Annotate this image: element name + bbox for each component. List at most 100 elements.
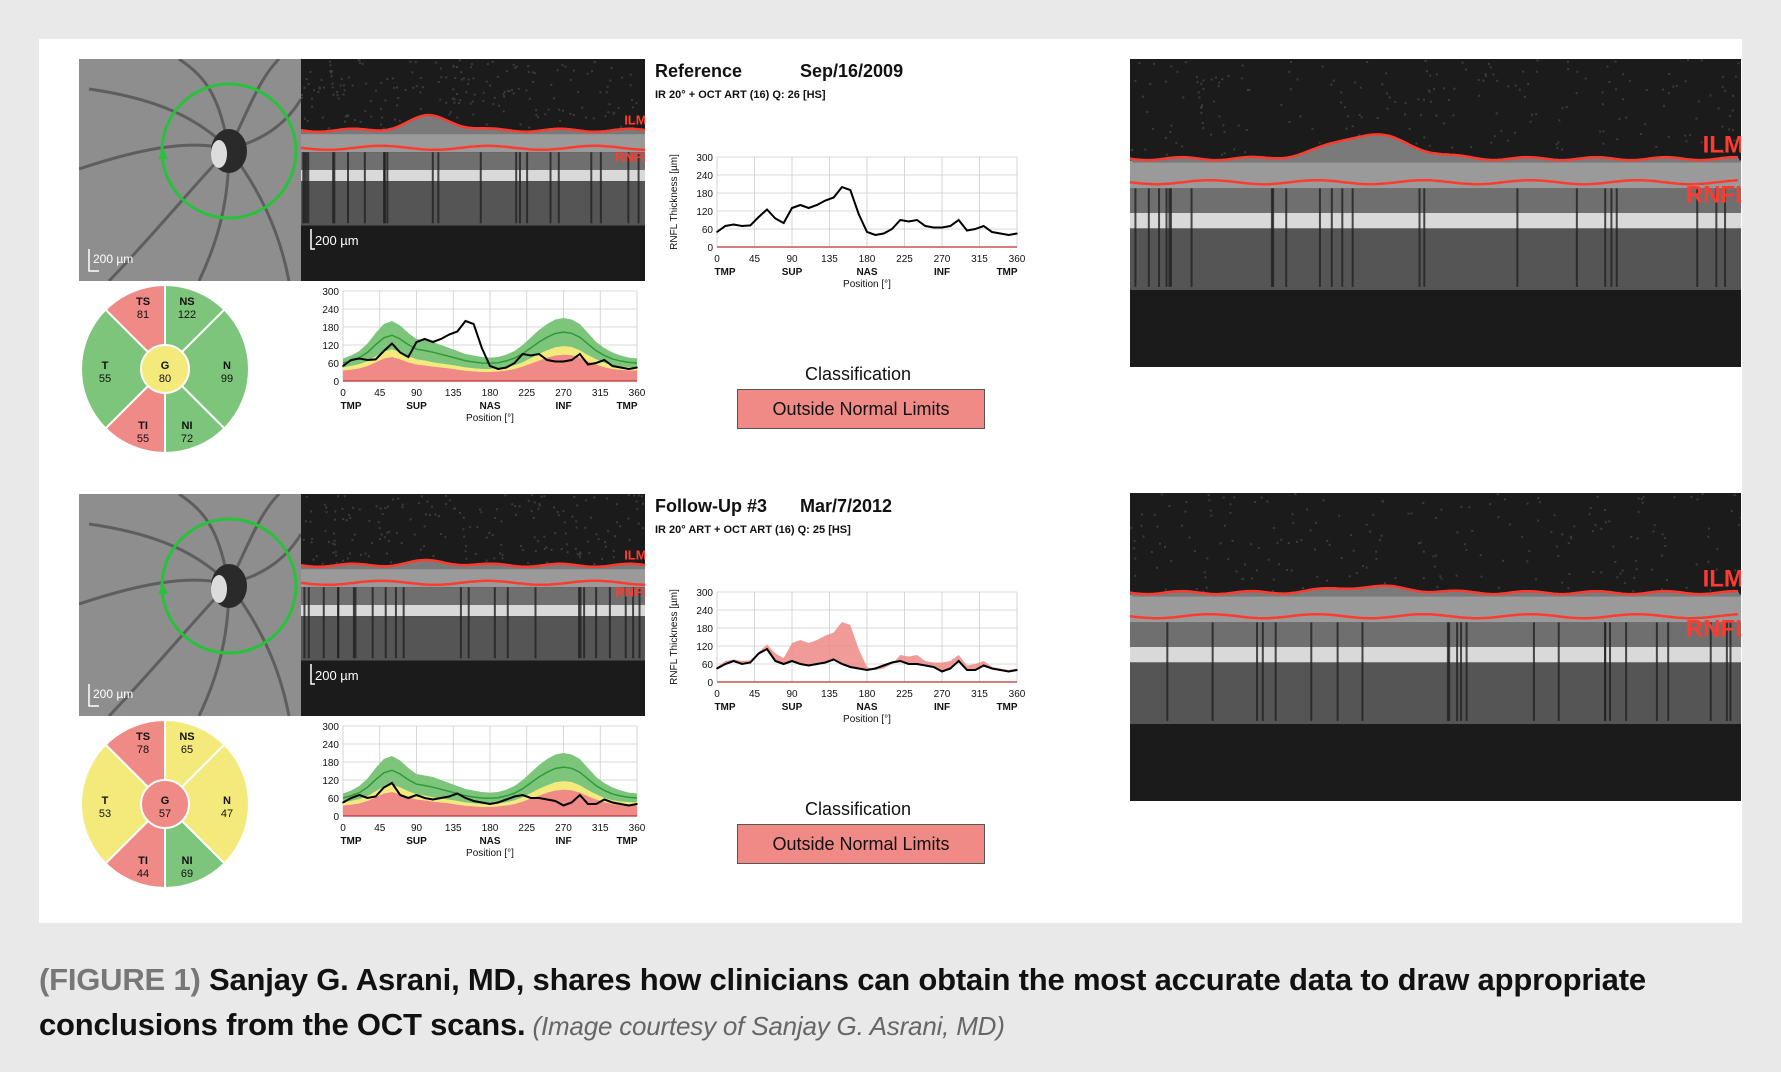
speckle <box>445 101 448 104</box>
sector-label-g: G <box>161 360 170 372</box>
x-region-label: TMP <box>714 702 735 713</box>
speckle <box>1675 84 1678 87</box>
speckle <box>467 83 470 86</box>
speckle <box>359 120 362 123</box>
speckle <box>642 502 645 505</box>
data-point <box>966 229 968 232</box>
sector-g <box>140 344 190 394</box>
acquisition-info: IR 20° + OCT ART (16) Q: 26 [HS] <box>655 89 826 101</box>
sector-value-ni: 69 <box>181 868 193 880</box>
ilm-label: ILM <box>1703 132 1741 159</box>
sector-ns <box>164 283 226 372</box>
speckle <box>1653 524 1656 527</box>
speckle <box>595 533 598 536</box>
speckle <box>329 60 332 63</box>
speckle <box>1291 513 1294 516</box>
speckle <box>377 521 380 524</box>
x-tick-label: 180 <box>859 689 876 700</box>
speckle <box>1523 95 1526 98</box>
speckle <box>1460 505 1463 508</box>
x-axis-label: Position [°] <box>466 848 514 859</box>
speckle <box>325 506 328 509</box>
speckle <box>469 102 472 105</box>
speckle <box>445 502 448 505</box>
fundus-image: 200 µm <box>79 59 301 281</box>
speckle <box>392 498 395 501</box>
speckle <box>1209 509 1212 512</box>
speckle <box>1276 541 1279 544</box>
rnfl-thickness-chart: 0 60 120 180 240 300 0 45 90 135 180 225 270 315 360 TM… <box>669 588 1026 725</box>
sector-label-ti: TI <box>138 855 148 867</box>
speckle <box>1442 87 1445 90</box>
sector-label-ts: TS <box>136 296 150 308</box>
data-point <box>546 359 548 361</box>
speckle <box>1608 80 1611 83</box>
speckle <box>301 96 304 99</box>
ilm-segmentation-line <box>301 113 645 134</box>
y-axis-label: RNFL Thickness [µm] <box>669 589 680 685</box>
rnfl-label: RNFL <box>615 150 645 165</box>
panel-title: Reference <box>655 61 743 81</box>
speckle <box>1380 534 1383 537</box>
speckle <box>347 76 350 79</box>
speckle <box>631 106 634 109</box>
speckle <box>455 66 458 69</box>
speckle <box>537 507 540 510</box>
speckle <box>1210 133 1213 136</box>
speckle <box>571 515 574 518</box>
speckle <box>415 85 418 88</box>
ilm-segmentation-line <box>301 558 645 569</box>
speckle <box>320 78 323 81</box>
data-point <box>741 225 743 227</box>
speckle <box>413 533 416 536</box>
speckle <box>1480 575 1483 578</box>
speckle <box>1522 70 1525 73</box>
speckle <box>592 117 595 120</box>
speckle <box>1479 554 1482 557</box>
speckle <box>1490 141 1493 144</box>
speckle <box>1732 129 1735 132</box>
speckle <box>412 86 415 89</box>
speckle <box>575 520 578 523</box>
data-point <box>587 363 589 366</box>
speckle <box>485 559 488 562</box>
speckle <box>1427 89 1430 92</box>
sector-n <box>163 308 250 430</box>
sector-value-ns: 122 <box>178 309 196 321</box>
data-point <box>530 797 532 799</box>
speckle <box>332 551 335 554</box>
speckle <box>1428 90 1431 93</box>
sector-value-g: 80 <box>159 373 171 385</box>
speckle <box>395 531 398 534</box>
speckle <box>572 69 575 72</box>
data-point <box>749 224 752 227</box>
speckle <box>1518 88 1521 91</box>
rnfl-layer <box>301 567 645 588</box>
ilm-label: ILM <box>624 547 645 562</box>
speckle <box>1599 130 1602 133</box>
speckle <box>502 110 505 113</box>
speckle <box>1170 65 1173 68</box>
sector-value-ti: 44 <box>137 868 149 880</box>
speckle <box>1730 510 1733 513</box>
speckle <box>1404 113 1407 116</box>
speckle <box>520 544 523 547</box>
data-point <box>874 667 877 670</box>
speckle <box>586 72 589 75</box>
vessel-shadow <box>1516 188 1519 287</box>
y-tick-label: 240 <box>322 740 339 751</box>
speckle <box>619 125 622 128</box>
data-point <box>636 366 638 369</box>
speckle <box>565 543 568 546</box>
speckle <box>1667 135 1670 138</box>
vessel-shadow <box>1158 188 1161 287</box>
speckle <box>310 510 313 513</box>
speckle <box>1461 61 1464 64</box>
speckle <box>432 555 435 558</box>
thickness-profile-chart: 0 60 120 180 240 300 0 45 90 135 180 225 270 315 360 TM… <box>322 722 645 859</box>
fundus-image: 200 µm <box>79 494 301 716</box>
speckle <box>1497 516 1500 519</box>
speckle <box>533 536 536 539</box>
data-point <box>732 660 735 662</box>
data-point <box>949 225 952 227</box>
